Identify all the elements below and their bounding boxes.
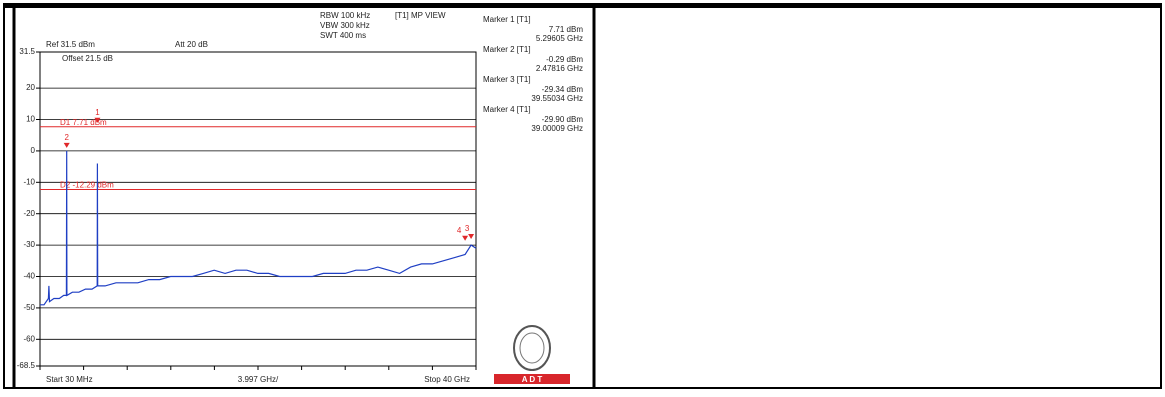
y-tick-label: -10 — [23, 177, 35, 186]
logo-seal — [513, 325, 551, 371]
ref: Ref 31.5 dBm — [46, 40, 95, 49]
y-tick-label: -30 — [23, 240, 35, 249]
view: [T1] MP VIEW — [395, 11, 446, 20]
trace — [40, 150, 477, 306]
logo-bar — [494, 374, 570, 384]
start-label: Start 30 MHz — [46, 375, 93, 384]
marker-tag: 3 — [465, 224, 470, 233]
marker-freq: 5.29605 GHz — [536, 34, 583, 43]
marker-level: -29.90 dBm — [542, 115, 584, 124]
swt: SWT 400 ms — [320, 31, 366, 40]
y-tick-label: 0 — [31, 146, 36, 155]
y-tick-label: -40 — [23, 272, 35, 281]
marker-name: Marker 2 [T1] — [483, 45, 531, 54]
marker — [462, 235, 469, 241]
vbw: VBW 300 kHz — [320, 21, 370, 30]
display-line-label: D2 -12.29 dBm — [60, 181, 114, 190]
y-tick-label: 20 — [26, 83, 35, 92]
stop-label: Stop 40 GHz — [424, 375, 470, 384]
marker-level: -0.29 dBm — [546, 55, 583, 64]
span-label: 3.997 GHz/ — [238, 375, 279, 384]
y-tick-label: 10 — [26, 115, 35, 124]
y-tick-label: -60 — [23, 334, 35, 343]
logo: A D T — [494, 325, 570, 384]
marker-name: Marker 3 [T1] — [483, 75, 531, 84]
display-line-label: D1 7.71 dBm — [60, 118, 107, 127]
rbw: RBW 100 kHz — [320, 11, 370, 20]
marker-freq: 39.00009 GHz — [531, 124, 583, 133]
y-tick-label: 31.5 — [19, 47, 35, 56]
plot-area — [39, 51, 477, 367]
y-tick-label: -68.5 — [17, 361, 36, 370]
marker — [63, 142, 70, 148]
marker — [94, 117, 101, 123]
att: Att 20 dB — [175, 40, 208, 49]
marker-name: Marker 1 [T1] — [483, 15, 531, 24]
logo-inner — [519, 332, 545, 364]
y-tick-label: -20 — [23, 209, 35, 218]
marker-tag: 1 — [95, 108, 100, 117]
marker-name: Marker 4 [T1] — [483, 105, 531, 114]
logo-text: A D T — [522, 375, 543, 384]
y-tick-label: -50 — [23, 303, 35, 312]
marker-level: -29.34 dBm — [542, 85, 584, 94]
marker-freq: 39.55034 GHz — [531, 94, 583, 103]
marker — [468, 234, 475, 240]
top-bar — [4, 3, 1161, 8]
marker-tag: 4 — [457, 226, 462, 235]
marker-level: 7.71 dBm — [549, 25, 584, 34]
marker-tag: 2 — [64, 133, 69, 142]
marker-freq: 2.47816 GHz — [536, 64, 583, 73]
offset: Offset 21.5 dB — [62, 54, 113, 63]
